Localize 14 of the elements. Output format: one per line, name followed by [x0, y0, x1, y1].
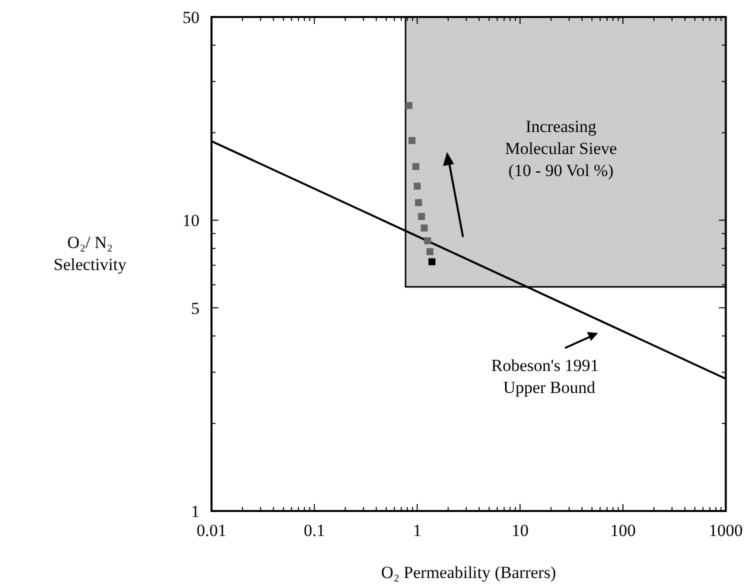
x-tick-label: 1: [412, 521, 422, 540]
y-axis-title: O₂/ N₂ Selectivity: [54, 233, 127, 274]
annotation: Robeson's 1991 Upper Bound: [491, 356, 599, 397]
x-axis-title: O₂ Permeability (Barrers): [381, 563, 556, 582]
y-tick-label: 50: [182, 8, 200, 27]
x-tick-label: 0.1: [304, 521, 325, 540]
x-tick-label: 10: [512, 521, 529, 540]
x-tick-label: 0.01: [196, 521, 226, 540]
y-tick-label: 10: [182, 211, 200, 230]
annotation: Increasing Molecular Sieve (10 - 90 Vol %): [505, 117, 617, 180]
x-tick-label: 1000: [708, 521, 743, 540]
x-tick-label: 100: [610, 521, 636, 540]
y-tick-label: 5: [191, 298, 200, 318]
y-tick-label: 1: [191, 502, 200, 521]
